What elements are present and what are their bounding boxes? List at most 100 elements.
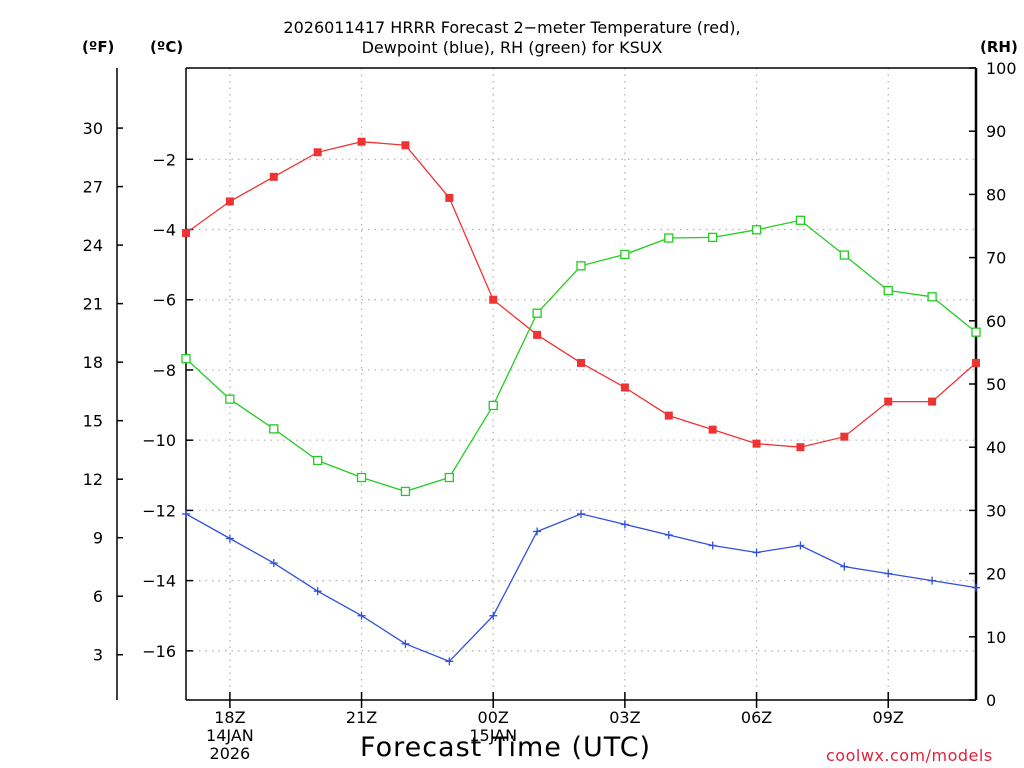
- rh-tick-label: 30: [986, 501, 1006, 520]
- temperature-point: [972, 358, 980, 367]
- fahrenheit-axis-label: (ºF): [82, 38, 115, 56]
- temperature-point: [489, 295, 498, 304]
- rh-point: [356, 472, 367, 483]
- celsius-axis-label: (ºC): [150, 38, 184, 56]
- x-tick-label: 09Z: [873, 708, 904, 727]
- x-axis-title: Forecast Time (UTC): [360, 732, 652, 763]
- fahrenheit-tick-label: 18: [83, 353, 103, 372]
- rh-tick-label: 80: [986, 185, 1006, 204]
- temperature-point: [620, 383, 629, 392]
- fahrenheit-tick-label: 30: [83, 119, 103, 138]
- rh-point: [883, 285, 893, 296]
- dewpoint-point: [489, 611, 498, 620]
- celsius-tick-label: −2: [152, 150, 176, 169]
- temperature-point: [708, 425, 717, 434]
- temperature-point: [577, 358, 585, 367]
- dewpoint-point: [972, 583, 980, 592]
- temperature-point: [269, 172, 278, 181]
- rh-tick-label: 90: [986, 122, 1006, 141]
- x-tick-label: 18Z: [214, 708, 245, 727]
- chart-title-line-2: Dewpoint (blue), RH (green) for KSUX: [361, 38, 663, 57]
- x-tick-label: 21Z: [346, 708, 377, 727]
- dewpoint-point: [225, 534, 234, 543]
- rh-tick-label: 70: [986, 249, 1006, 268]
- temperature-point: [884, 397, 893, 406]
- dewpoint-point: [884, 569, 893, 578]
- rh-tick-label: 0: [986, 691, 996, 710]
- dewpoint-point: [840, 562, 849, 571]
- temperature-point: [752, 439, 761, 448]
- dewpoint-point: [357, 611, 366, 620]
- dewpoint-point: [796, 541, 805, 550]
- temperature-line: [185, 141, 977, 448]
- celsius-tick-label: −14: [142, 572, 176, 591]
- temperature-point: [401, 141, 410, 150]
- chart-title-line-1: 2026011417 HRRR Forecast 2−meter Tempera…: [283, 18, 741, 37]
- rh-point: [927, 292, 937, 302]
- celsius-tick-label: −12: [142, 501, 176, 520]
- data-series: [181, 137, 981, 666]
- x-tick-label: 14JAN: [206, 726, 254, 745]
- rh-point: [620, 249, 630, 260]
- rh-point: [225, 394, 235, 404]
- x-tick-label: 15JAN: [469, 726, 517, 745]
- fahrenheit-tick-label: 3: [93, 646, 103, 665]
- temperature-point: [445, 193, 454, 202]
- fahrenheit-tick-label: 27: [83, 178, 103, 197]
- rh-point: [971, 327, 981, 337]
- x-tick-label: 00Z: [478, 708, 509, 727]
- dewpoint-point: [708, 541, 717, 550]
- rh-point: [664, 233, 674, 243]
- rh-point: [313, 455, 323, 466]
- credit-link[interactable]: coolwx.com/models: [826, 746, 993, 765]
- dewpoint-point: [445, 657, 454, 666]
- rh-point: [795, 215, 806, 225]
- dewpoint-point: [401, 639, 410, 648]
- axes: 30 27 24 21 18 15 12 9 6 3 −2 −4 −6 −8 −10 −12 −14 −16 0 10…: [83, 59, 1017, 763]
- dewpoint-point: [269, 559, 278, 568]
- rh-point: [181, 354, 191, 364]
- rh-point: [400, 486, 411, 497]
- temperature-point: [664, 411, 673, 420]
- temperature-point: [840, 432, 849, 441]
- temperature-point: [796, 443, 805, 452]
- rh-tick-label: 60: [986, 312, 1006, 331]
- dewpoint-point: [533, 527, 542, 536]
- fahrenheit-tick-label: 21: [83, 295, 103, 314]
- temperature-point: [533, 330, 542, 339]
- rh-point: [708, 232, 718, 243]
- series-rh: [181, 215, 981, 497]
- celsius-tick-label: −6: [152, 291, 176, 310]
- x-tick-label: 03Z: [609, 708, 640, 727]
- celsius-tick-label: −8: [152, 361, 176, 380]
- fahrenheit-tick-label: 24: [83, 236, 103, 255]
- dewpoint-line: [185, 513, 977, 663]
- rh-line: [185, 219, 977, 493]
- rh-point: [269, 424, 279, 434]
- dewpoint-point: [664, 530, 673, 539]
- rh-point: [839, 250, 849, 260]
- rh-tick-label: 40: [986, 438, 1006, 457]
- rh-point: [751, 225, 762, 235]
- dewpoint-point: [313, 587, 322, 596]
- fahrenheit-tick-label: 9: [93, 529, 103, 548]
- temperature-point: [225, 197, 234, 206]
- rh-tick-label: 50: [986, 375, 1006, 394]
- rh-tick-label: 100: [986, 59, 1017, 78]
- x-tick-label: 2026: [210, 744, 251, 763]
- dewpoint-point: [182, 509, 190, 518]
- rh-axis-label: (RH): [980, 38, 1018, 56]
- celsius-tick-label: −4: [152, 221, 176, 240]
- dewpoint-point: [577, 509, 585, 518]
- celsius-tick-label: −10: [142, 431, 176, 450]
- dewpoint-point: [752, 548, 761, 557]
- grid-lines: [186, 68, 976, 700]
- series-dewpoint: [182, 509, 980, 666]
- rh-point: [488, 400, 498, 411]
- temperature-point: [357, 137, 366, 146]
- celsius-tick-label: −16: [142, 642, 176, 661]
- rh-point: [576, 261, 586, 271]
- rh-point: [444, 472, 454, 483]
- x-tick-label: 06Z: [741, 708, 772, 727]
